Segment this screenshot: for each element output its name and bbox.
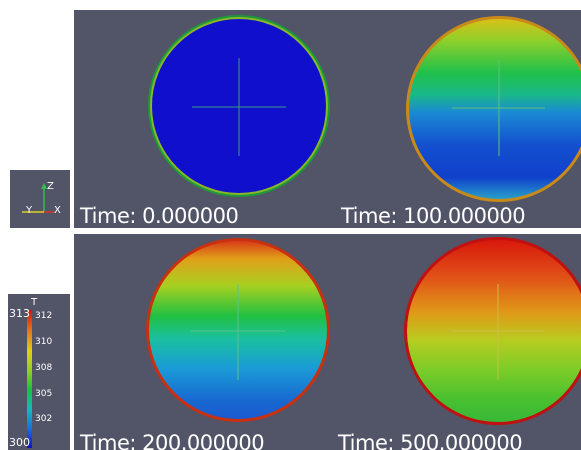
top-render-canvas [148,15,581,202]
panel-t500-disk [404,237,581,425]
axis-y-label: Y [26,205,33,216]
axes-triad-icon [22,183,54,213]
panel-t0-disk [148,15,330,197]
panel-t100-disk [406,16,581,202]
time-label-t200: Time: 200.000000 [80,431,265,450]
time-label-t0: Time: 0.000000 [80,204,239,228]
legend-tick: 310 [35,337,53,347]
legend-tick: 308 [35,363,53,373]
legend-min: 300 [9,436,30,449]
render-view-top[interactable]: Time: 0.000000 Time: 100.000000 [74,10,581,228]
render-view-bottom[interactable]: Time: 200.000000 Time: 500.000000 [74,234,581,450]
color-legend: T 313 312 310 308 305 302 300 [8,294,70,450]
axis-x-label: X [54,205,61,216]
legend-title: T [31,297,38,308]
legend-tick: 312 [35,311,53,321]
legend-tick: 305 [35,389,53,399]
orientation-axes: Z Y X [10,170,70,228]
panel-t200-disk [146,238,330,422]
time-label-t100: Time: 100.000000 [341,204,526,228]
bottom-render-canvas [146,237,581,425]
legend-max: 313 [9,307,30,320]
axis-z-label: Z [47,181,54,192]
time-label-t500: Time: 500.000000 [338,431,523,450]
color-legend-bar [27,310,32,448]
legend-tick: 302 [35,414,53,424]
